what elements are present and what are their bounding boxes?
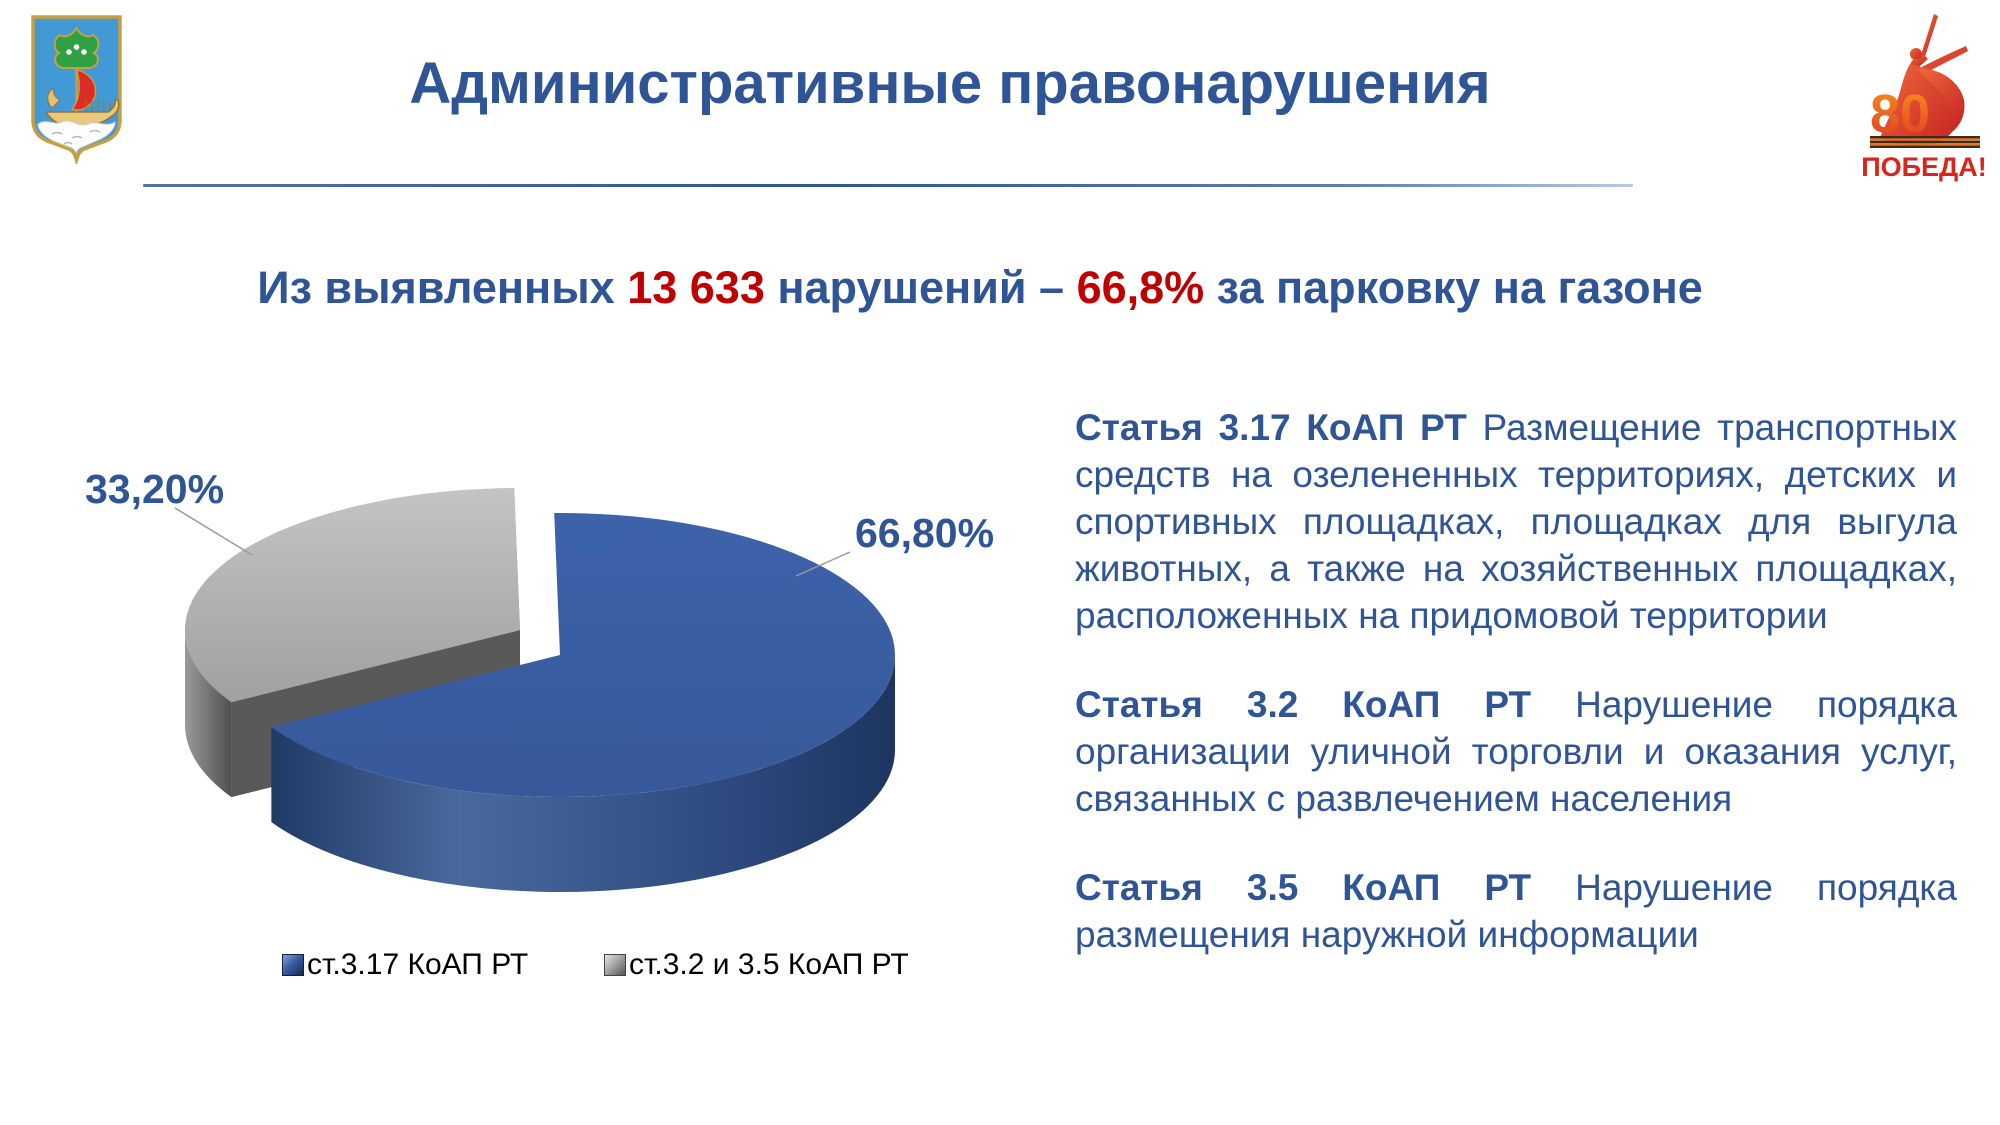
pie-slice-gray-top (184, 488, 521, 703)
tulip-dot (73, 44, 80, 50)
article-body: Нарушение порядка размещения наружной ин… (1075, 867, 1957, 955)
legend-marker-gray-icon (604, 954, 626, 976)
subtitle-text: за парковку на газоне (1204, 262, 1703, 313)
tulip-dot (66, 49, 72, 55)
article-3-17: Статья 3.17 КоАП РТ Размещение транспорт… (1075, 404, 1957, 639)
subtitle-text: нарушений – (764, 262, 1077, 313)
pie-chart-3d (174, 488, 895, 892)
legend-item-gray: ст.3.2 и 3.5 КоАП РТ (604, 948, 909, 982)
victory-80-logo: 80 ПОБЕДА! (1861, 14, 1987, 182)
leader-line-gray (174, 507, 253, 556)
subtitle-text: Из выявленных (257, 262, 628, 313)
page-title: Административные правонарушения (409, 51, 1491, 116)
lawn-parking-percent: 66,8% (1076, 262, 1205, 313)
legend-marker-blue-icon (282, 954, 304, 976)
city-coat-of-arms-icon (31, 15, 122, 164)
key-figures-line: Из выявленных 13 633 нарушений – 66,8% з… (200, 262, 1760, 314)
article-body: Нарушение порядка организации уличной то… (1075, 684, 1957, 819)
boat-prow (47, 87, 61, 109)
legend-label: ст.3.2 и 3.5 КоАП РТ (629, 948, 909, 981)
victory-text: ПОБЕДА! (1861, 152, 1987, 182)
pie-slice-blue-rim (271, 655, 895, 892)
legend-label: ст.3.17 КоАП РТ (307, 948, 529, 981)
pie-label-gray: 33,20% (85, 466, 225, 512)
boat-oars (85, 99, 111, 112)
red-sail (70, 69, 97, 111)
article-3-2: Статья 3.2 КоАП РТ Нарушение порядка орг… (1075, 681, 1957, 822)
article-lead: Статья 3.5 КоАП РТ (1075, 867, 1532, 908)
pie-slice-gray-rim (185, 630, 232, 798)
article-body: Размещение транспортных средств на озеле… (1075, 407, 1958, 636)
article-3-5: Статья 3.5 КоАП РТ Нарушение порядка раз… (1075, 864, 1957, 958)
georgian-ribbon-icon (1870, 136, 1980, 148)
articles-panel: Статья 3.17 КоАП РТ Размещение транспорт… (1075, 404, 1957, 958)
legend-item-blue: ст.3.17 КоАП РТ (282, 948, 528, 982)
wave-strokes (51, 129, 101, 145)
violations-count: 13 633 (627, 262, 765, 313)
victory-number: 80 (1870, 84, 1930, 144)
tulip-dot (81, 49, 87, 55)
article-lead: Статья 3.2 КоАП РТ (1075, 684, 1532, 725)
article-lead: Статья 3.17 КоАП РТ (1075, 407, 1467, 448)
motherland-statue-icon (1880, 14, 1968, 146)
leader-line-blue (795, 551, 851, 577)
header-divider (143, 184, 1633, 187)
pie-label-blue: 66,80% (855, 510, 995, 556)
pie-slice-blue-top (271, 512, 895, 797)
